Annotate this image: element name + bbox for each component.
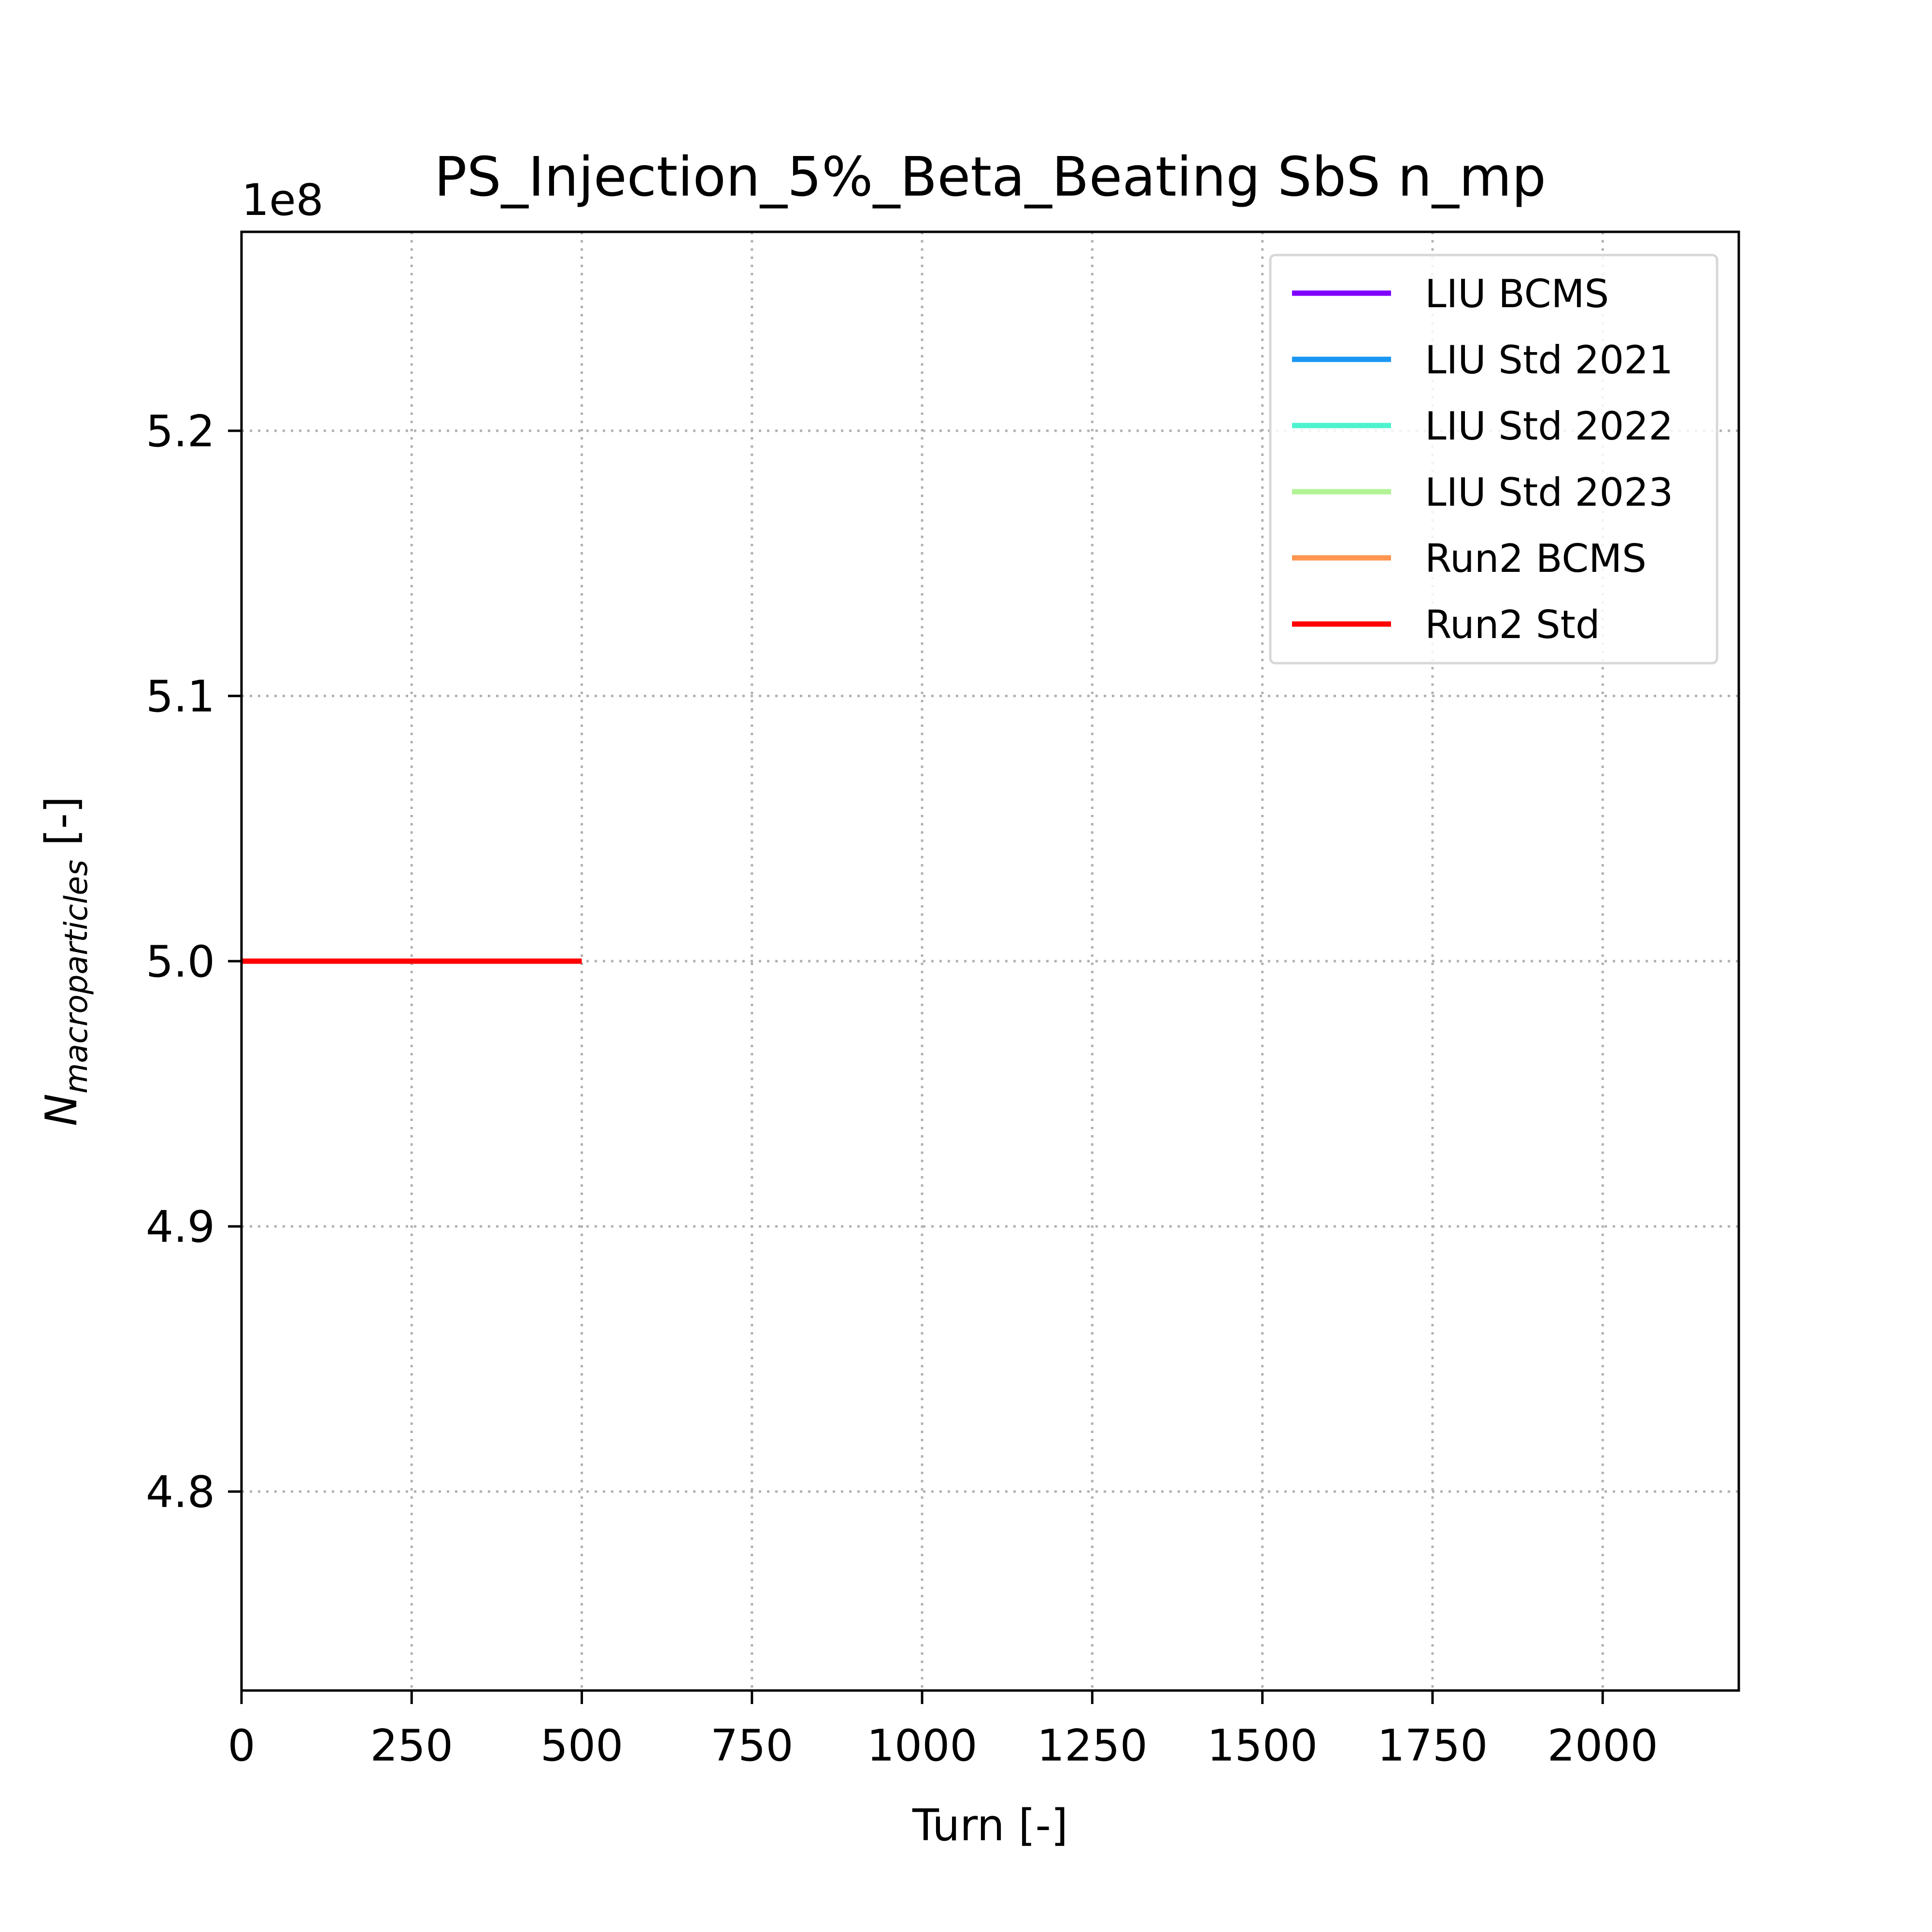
y-tick-label: 5.1 — [146, 671, 215, 722]
y-tick-label: 5.0 — [146, 937, 215, 987]
legend-label: LIU Std 2023 — [1425, 470, 1673, 515]
y-axis-label: Nmacroparticles [-] — [36, 796, 95, 1126]
legend-label: Run2 Std — [1425, 602, 1600, 647]
y-axis-label-subscript: macroparticles — [58, 860, 95, 1094]
x-tick-label: 2000 — [1548, 1720, 1658, 1771]
ticks: 0 250 500 750 1000 1250 1500 1750 2000 4.8 4.9 5.0 5… — [146, 406, 1658, 1771]
y-axis-multiplier: 1e8 — [242, 175, 324, 226]
legend-label: Run2 BCMS — [1425, 536, 1647, 581]
legend-label: LIU Std 2022 — [1425, 404, 1673, 449]
x-tick-label: 0 — [227, 1720, 255, 1771]
x-tick-label: 750 — [710, 1720, 794, 1771]
x-tick-label: 1000 — [867, 1720, 978, 1771]
chart-title: PS_Injection_5%_Beta_Beating SbS n_mp — [434, 146, 1546, 209]
legend-label: LIU BCMS — [1425, 271, 1609, 316]
x-tick-label: 250 — [370, 1720, 453, 1771]
legend: LIU BCMS LIU Std 2021 LIU Std 2022 LIU Std … — [1269, 254, 1719, 665]
legend-label: LIU Std 2021 — [1425, 338, 1673, 383]
y-axis-label-suffix: [-] — [36, 796, 87, 859]
x-tick-label: 1750 — [1377, 1720, 1488, 1771]
x-axis-label: Turn [-] — [912, 1800, 1068, 1851]
y-axis-label-main: N — [36, 1094, 87, 1126]
x-tick-label: 500 — [540, 1720, 624, 1771]
y-tick-label: 4.9 — [146, 1202, 215, 1252]
x-tick-label: 1250 — [1037, 1720, 1148, 1771]
x-tick-label: 1500 — [1207, 1720, 1318, 1771]
y-tick-label: 5.2 — [146, 406, 215, 457]
y-tick-label: 4.8 — [146, 1467, 215, 1518]
